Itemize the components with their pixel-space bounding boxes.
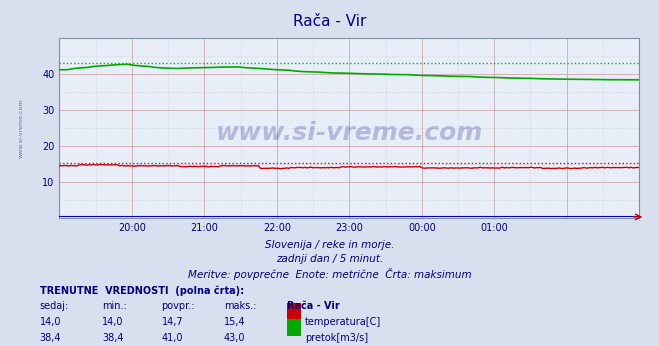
Text: 14,0: 14,0: [102, 317, 124, 327]
Text: temperatura[C]: temperatura[C]: [305, 317, 382, 327]
Text: 38,4: 38,4: [40, 333, 61, 343]
Text: www.si-vreme.com: www.si-vreme.com: [215, 121, 483, 145]
Text: min.:: min.:: [102, 301, 127, 311]
Text: Rača - Vir: Rača - Vir: [287, 301, 339, 311]
Text: sedaj:: sedaj:: [40, 301, 69, 311]
Text: maks.:: maks.:: [224, 301, 256, 311]
Text: Rača - Vir: Rača - Vir: [293, 14, 366, 29]
Text: 14,7: 14,7: [161, 317, 183, 327]
Text: 14,0: 14,0: [40, 317, 61, 327]
Text: zadnji dan / 5 minut.: zadnji dan / 5 minut.: [276, 254, 383, 264]
Text: 38,4: 38,4: [102, 333, 124, 343]
Text: pretok[m3/s]: pretok[m3/s]: [305, 333, 368, 343]
Text: 15,4: 15,4: [224, 317, 246, 327]
Text: Slovenija / reke in morje.: Slovenija / reke in morje.: [265, 240, 394, 251]
Text: www.si-vreme.com: www.si-vreme.com: [19, 98, 24, 158]
Text: TRENUTNE  VREDNOSTI  (polna črta):: TRENUTNE VREDNOSTI (polna črta):: [40, 285, 244, 296]
Text: povpr.:: povpr.:: [161, 301, 195, 311]
Text: 41,0: 41,0: [161, 333, 183, 343]
Text: Meritve: povprečne  Enote: metrične  Črta: maksimum: Meritve: povprečne Enote: metrične Črta:…: [188, 268, 471, 280]
Text: 43,0: 43,0: [224, 333, 246, 343]
